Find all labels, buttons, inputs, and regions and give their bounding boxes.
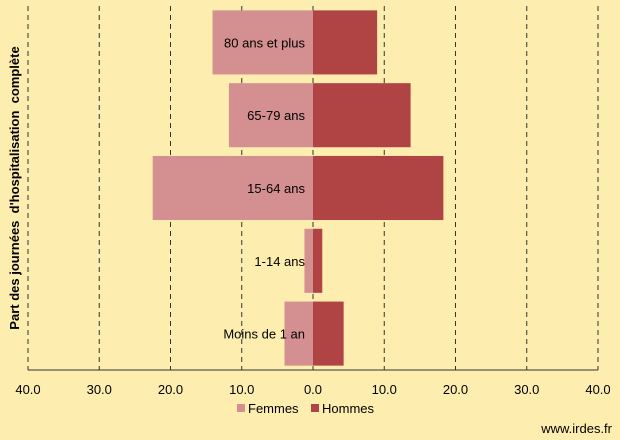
bars <box>152 10 444 366</box>
category-label: 1-14 ans <box>254 254 305 269</box>
legend-label: Femmes <box>248 401 299 416</box>
source-watermark: www.irdes.fr <box>541 421 612 436</box>
category-labels: 80 ans et plus 65-79 ans 15-64 ans 1-14 ans… <box>223 35 305 341</box>
category-label: 65-79 ans <box>247 108 305 123</box>
x-tick-label: 20.0 <box>158 382 183 397</box>
x-tick-label: 0.0 <box>304 382 322 397</box>
bar-hommes <box>313 301 344 366</box>
x-tick-labels: 40.0 30.0 20.0 10.0 0.0 10.0 20.0 30.0 40.0 <box>15 382 610 397</box>
bar-hommes <box>313 10 378 75</box>
bar-hommes <box>313 228 323 293</box>
bar-femmes <box>228 83 313 148</box>
legend-swatch <box>311 404 319 412</box>
bar-femmes <box>152 155 313 221</box>
x-tick-label: 30.0 <box>514 382 539 397</box>
bar-femmes <box>284 301 313 366</box>
legend-label: Hommes <box>322 401 375 416</box>
x-tick-label: 40.0 <box>585 382 610 397</box>
category-label: 15-64 ans <box>247 181 305 196</box>
y-axis-label: Part des journées d'hospitalisation comp… <box>7 46 22 329</box>
bar-femmes <box>304 228 313 293</box>
x-tick-label: 20.0 <box>443 382 468 397</box>
bar-hommes <box>313 155 444 221</box>
legend-swatch <box>237 404 245 412</box>
category-label: Moins de 1 an <box>223 327 305 342</box>
x-tick-label: 30.0 <box>87 382 112 397</box>
bar-femmes <box>212 10 313 75</box>
legend: Femmes Hommes <box>237 401 375 416</box>
x-tick-label: 10.0 <box>229 382 254 397</box>
bar-hommes <box>313 83 411 148</box>
x-tick-label: 10.0 <box>372 382 397 397</box>
category-label: 80 ans et plus <box>224 35 305 50</box>
x-tick-label: 40.0 <box>15 382 40 397</box>
